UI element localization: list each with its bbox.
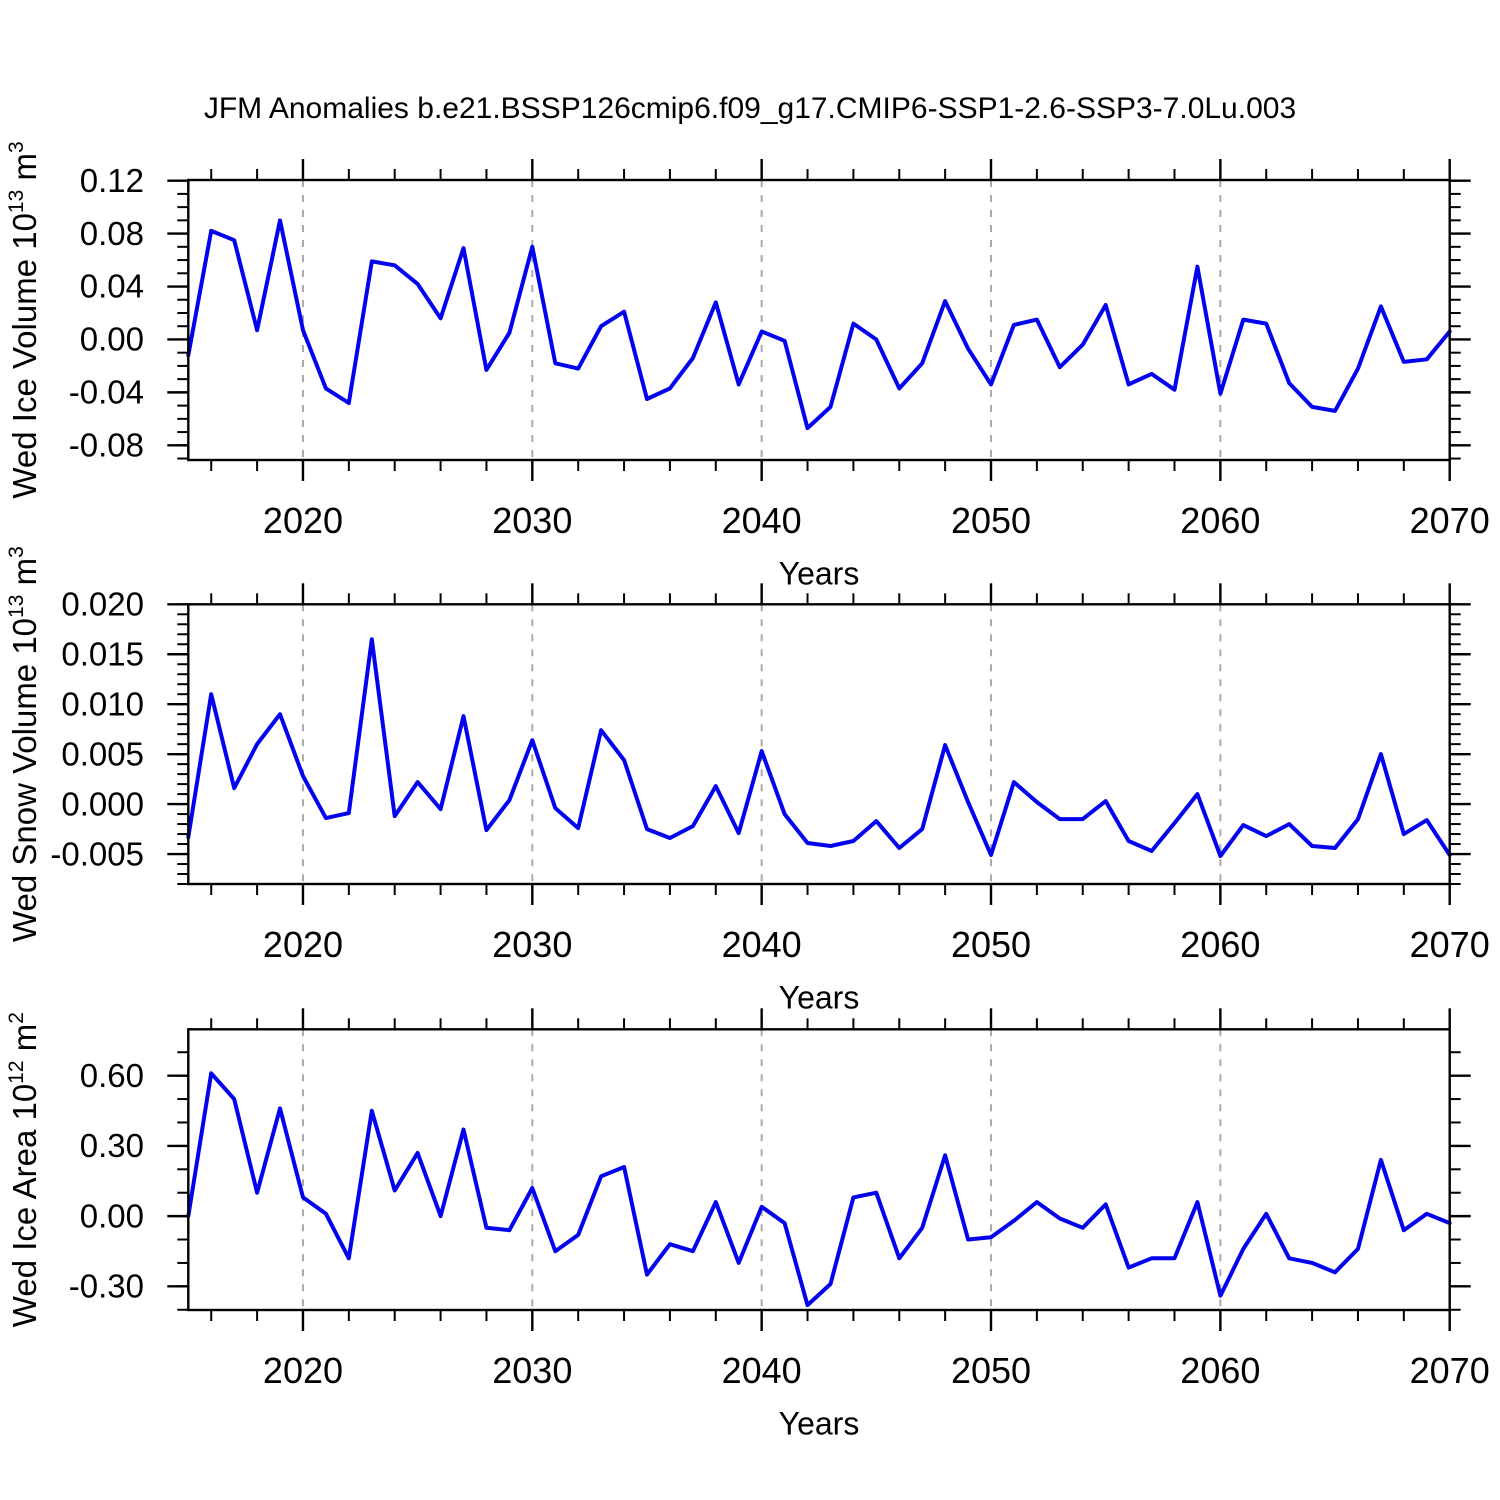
y-tick-label: 0.04 bbox=[80, 268, 144, 305]
wed-snow-volume-chart: 0.020 0.015 0.010 0.005 0.000 -0.005 2020 2030 2… bbox=[5, 546, 1490, 1015]
y-axis-title: Wed Ice Volume 1013 m3 bbox=[5, 141, 43, 498]
figure-title: JFM Anomalies b.e21.BSSP126cmip6.f09_g17… bbox=[203, 92, 1297, 125]
x-tick-label: 2040 bbox=[722, 500, 802, 541]
x-tick-label: 2070 bbox=[1410, 500, 1490, 541]
y-tick-label: 0.08 bbox=[80, 215, 144, 252]
x-tick-label: 2020 bbox=[263, 1350, 343, 1391]
x-tick-label: 2040 bbox=[722, 1350, 802, 1391]
x-tick-label: 2040 bbox=[722, 924, 802, 965]
x-axis-title: Years bbox=[779, 1406, 860, 1442]
y-axis-title: Wed Ice Area 1012 m2 bbox=[5, 1012, 43, 1327]
x-axis-title: Years bbox=[779, 556, 860, 592]
y-tick-label: 0.015 bbox=[61, 635, 144, 672]
x-tick-label: 2070 bbox=[1410, 1350, 1490, 1391]
x-axis-title: Years bbox=[779, 980, 860, 1016]
x-tick-label: 2030 bbox=[492, 924, 572, 965]
series-line bbox=[186, 218, 1452, 431]
x-tick-label: 2050 bbox=[951, 924, 1031, 965]
wed-ice-area-chart: 0.60 0.30 0.00 -0.30 2020 2030 2040 2050 2060 207… bbox=[5, 1008, 1490, 1442]
plot-frame bbox=[187, 603, 1451, 886]
y-axis-title: Wed Snow Volume 1013 m3 bbox=[5, 546, 43, 942]
wed-ice-volume-chart: 0.12 0.08 0.04 0.00 -0.04 -0.08 2020 2030 2040 20… bbox=[5, 141, 1490, 591]
x-tick-label: 2060 bbox=[1180, 500, 1260, 541]
x-tick-label: 2060 bbox=[1180, 1350, 1260, 1391]
y-tick-label: 0.00 bbox=[80, 321, 144, 358]
y-tick-label: 0.005 bbox=[61, 735, 144, 772]
x-tick-label: 2020 bbox=[263, 924, 343, 965]
series-line bbox=[186, 637, 1452, 858]
y-tick-label: 0.020 bbox=[61, 586, 144, 623]
x-tick-label: 2060 bbox=[1180, 924, 1260, 965]
y-tick-label: 0.010 bbox=[61, 685, 144, 722]
y-tick-label: -0.08 bbox=[69, 427, 144, 464]
series-line bbox=[186, 1071, 1452, 1308]
y-tick-label: 0.000 bbox=[61, 785, 144, 822]
x-tick-label: 2030 bbox=[492, 500, 572, 541]
x-tick-label: 2050 bbox=[951, 500, 1031, 541]
y-tick-label: 0.12 bbox=[80, 162, 144, 199]
x-tick-label: 2070 bbox=[1410, 924, 1490, 965]
y-tick-label: -0.005 bbox=[50, 835, 144, 872]
x-tick-label: 2020 bbox=[263, 500, 343, 541]
x-tick-label: 2050 bbox=[951, 1350, 1031, 1391]
y-tick-label: 0.00 bbox=[80, 1197, 144, 1234]
plot-frame bbox=[187, 178, 1451, 462]
y-tick-label: 0.60 bbox=[80, 1057, 144, 1094]
y-tick-label: -0.04 bbox=[69, 374, 144, 411]
x-tick-label: 2030 bbox=[492, 1350, 572, 1391]
y-tick-label: -0.30 bbox=[69, 1268, 144, 1305]
y-tick-label: 0.30 bbox=[80, 1127, 144, 1164]
plot-frame bbox=[187, 1028, 1451, 1312]
